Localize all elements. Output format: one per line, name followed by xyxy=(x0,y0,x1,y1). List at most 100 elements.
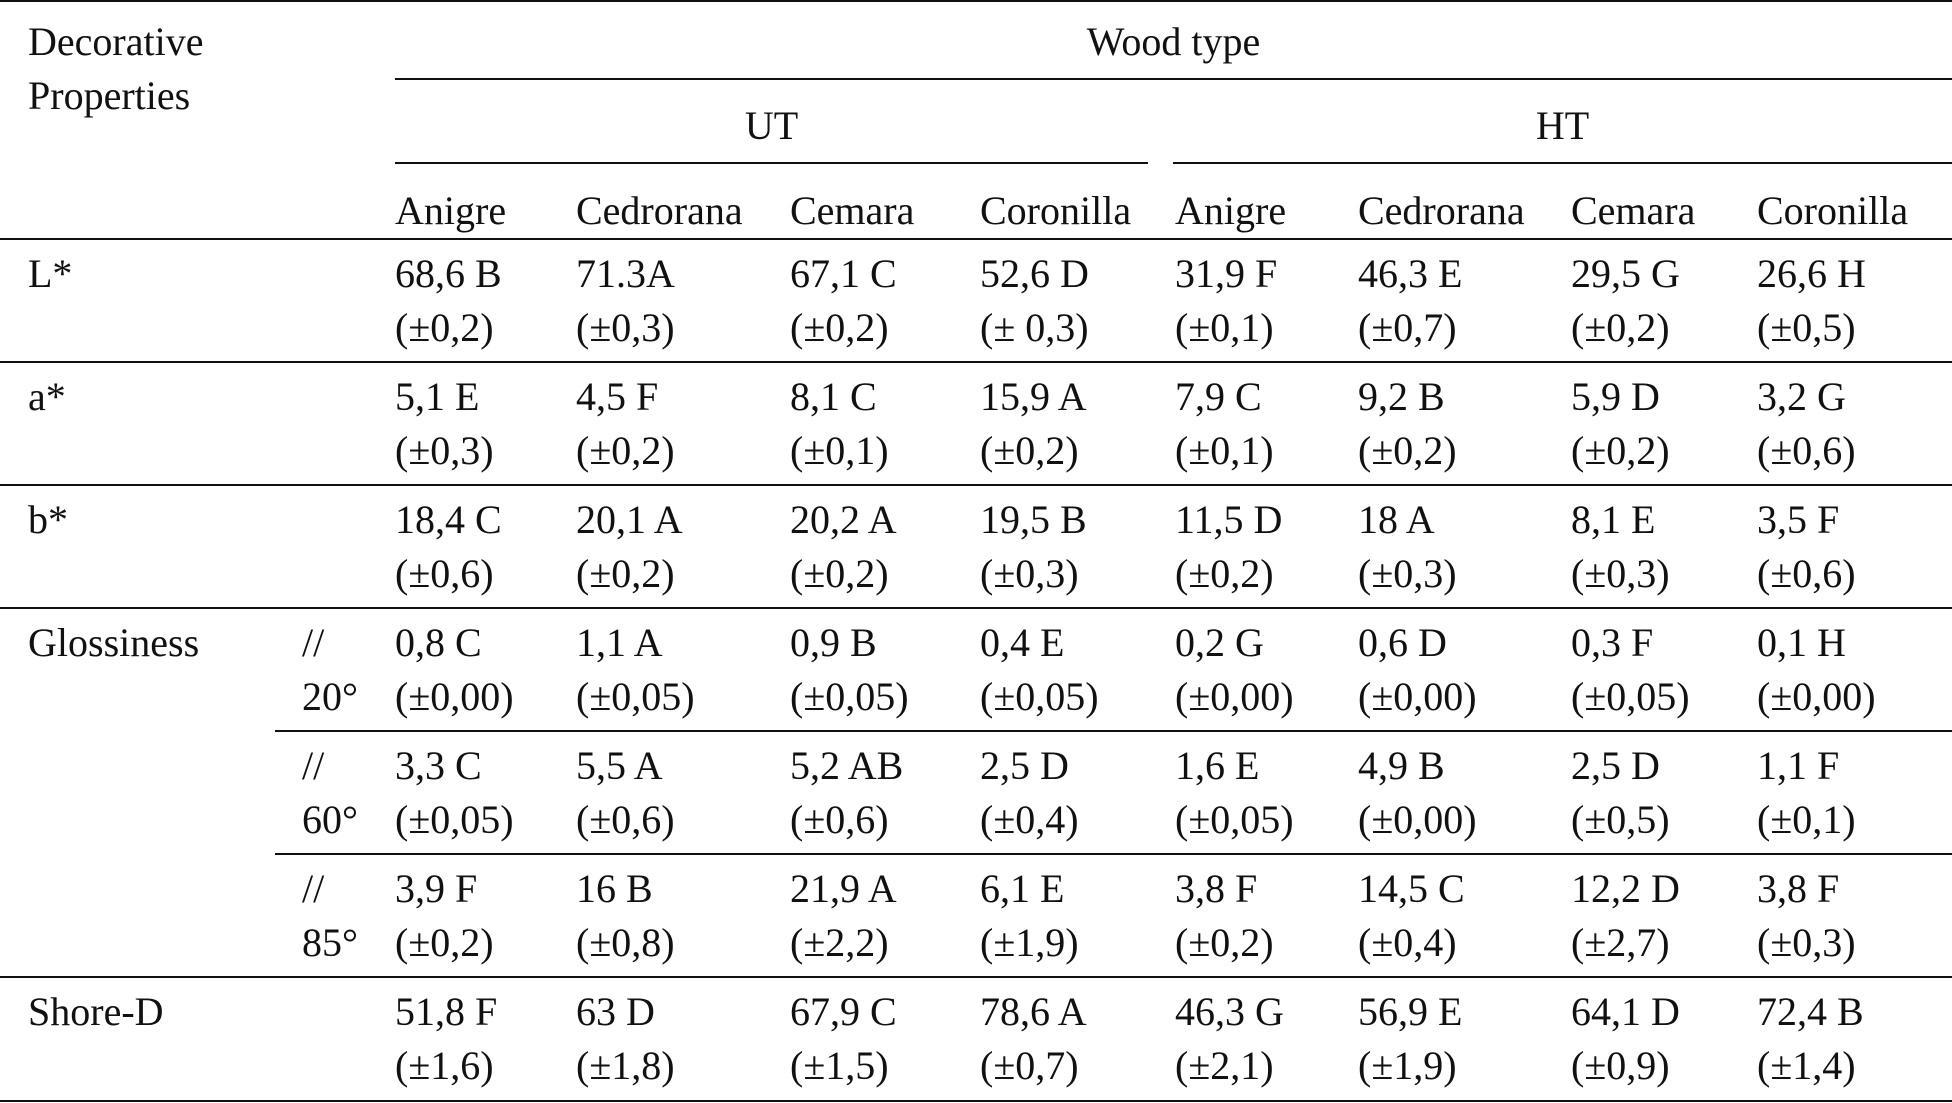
cell-sd: (±0,2) xyxy=(980,428,1079,473)
angle-label: // xyxy=(302,866,325,911)
cell-sd: (±0,3) xyxy=(1358,551,1457,596)
cell-sd: (±0,05) xyxy=(395,797,514,842)
cell-sd: (±0,6) xyxy=(790,797,889,842)
cell-sd: (±0,6) xyxy=(1757,428,1856,473)
bottom-rule xyxy=(0,1100,1952,1102)
cell-sd: (±0,2) xyxy=(1571,428,1670,473)
cell-mean: 3,8 F xyxy=(1757,866,1840,911)
species-header: Cemara xyxy=(790,188,915,233)
row-rule-a xyxy=(0,484,1952,486)
cell-mean: 20,1 A xyxy=(576,497,683,542)
row-label-header-line1: Decorative xyxy=(28,19,204,64)
cell-mean: 3,8 F xyxy=(1175,866,1258,911)
cell-mean: 67,1 C xyxy=(790,251,897,296)
property-label: b* xyxy=(28,497,68,542)
species-header: Cedrorana xyxy=(1358,188,1525,233)
cell-sd: (±0,05) xyxy=(980,674,1099,719)
cell-mean: 3,9 F xyxy=(395,866,478,911)
cell-sd: (±0,00) xyxy=(1175,674,1294,719)
cell-sd: (±2,2) xyxy=(790,920,889,965)
row-rule-l xyxy=(0,361,1952,363)
cell-sd: (±0,05) xyxy=(1175,797,1294,842)
cell-mean: 18,4 C xyxy=(395,497,502,542)
cell-mean: 0,6 D xyxy=(1358,620,1447,665)
cell-mean: 0,8 C xyxy=(395,620,482,665)
cell-mean: 56,9 E xyxy=(1358,989,1463,1034)
cell-mean: 1,6 E xyxy=(1175,743,1260,788)
cell-mean: 1,1 F xyxy=(1757,743,1840,788)
cell-sd: (±0,00) xyxy=(1757,674,1876,719)
cell-sd: (±1,6) xyxy=(395,1043,494,1088)
species-header: Cemara xyxy=(1571,188,1696,233)
cell-mean: 51,8 F xyxy=(395,989,498,1034)
cell-sd: (±0,7) xyxy=(980,1043,1079,1088)
cell-sd: (±0,2) xyxy=(790,305,889,350)
cell-mean: 11,5 D xyxy=(1175,497,1283,542)
cell-mean: 46,3 E xyxy=(1358,251,1463,296)
angle-label: 20° xyxy=(302,674,358,719)
wood-type-rule xyxy=(395,78,1952,80)
cell-mean: 8,1 C xyxy=(790,374,877,419)
cell-sd: (± 0,3) xyxy=(980,305,1089,350)
cell-sd: (±0,3) xyxy=(395,428,494,473)
property-label: Shore-D xyxy=(28,989,164,1034)
cell-mean: 8,1 E xyxy=(1571,497,1656,542)
cell-sd: (±0,1) xyxy=(1175,305,1274,350)
cell-mean: 1,1 A xyxy=(576,620,663,665)
cell-mean: 16 B xyxy=(576,866,653,911)
cell-mean: 0,3 F xyxy=(1571,620,1654,665)
cell-mean: 0,9 B xyxy=(790,620,877,665)
cell-mean: 72,4 B xyxy=(1757,989,1864,1034)
cell-mean: 5,2 AB xyxy=(790,743,904,788)
cell-mean: 4,9 B xyxy=(1358,743,1445,788)
treatment-ut: UT xyxy=(744,103,799,148)
cell-sd: (±0,9) xyxy=(1571,1043,1670,1088)
species-header: Coronilla xyxy=(980,188,1132,233)
cell-sd: (±0,3) xyxy=(1571,551,1670,596)
cell-sd: (±0,2) xyxy=(395,920,494,965)
species-header: Cedrorana xyxy=(576,188,743,233)
sub-rule-60 xyxy=(275,853,1952,855)
cell-mean: 3,3 C xyxy=(395,743,482,788)
cell-sd: (±0,2) xyxy=(576,428,675,473)
cell-sd: (±0,1) xyxy=(790,428,889,473)
cell-mean: 2,5 D xyxy=(1571,743,1660,788)
cell-mean: 52,6 D xyxy=(980,251,1089,296)
cell-mean: 29,5 G xyxy=(1571,251,1680,296)
cell-sd: (±0,6) xyxy=(395,551,494,596)
cell-mean: 78,6 A xyxy=(980,989,1087,1034)
cell-mean: 64,1 D xyxy=(1571,989,1680,1034)
cell-sd: (±0,5) xyxy=(1757,305,1856,350)
cell-sd: (±0,00) xyxy=(1358,674,1477,719)
cell-sd: (±2,1) xyxy=(1175,1043,1274,1088)
cell-sd: (±0,1) xyxy=(1757,797,1856,842)
angle-label: 60° xyxy=(302,797,358,842)
angle-label: 85° xyxy=(302,920,358,965)
treatment-ht: HT xyxy=(1535,103,1590,148)
cell-mean: 0,1 H xyxy=(1757,620,1846,665)
cell-sd: (±0,4) xyxy=(1358,920,1457,965)
cell-sd: (±1,9) xyxy=(980,920,1079,965)
wood-type-title: Wood type xyxy=(1086,19,1261,64)
cell-mean: 6,1 E xyxy=(980,866,1065,911)
header-bottom-rule xyxy=(0,238,1952,240)
cell-sd: (±0,05) xyxy=(576,674,695,719)
cell-mean: 5,1 E xyxy=(395,374,480,419)
row-rule-gloss xyxy=(0,976,1952,978)
cell-mean: 71.3A xyxy=(576,251,675,296)
cell-mean: 3,5 F xyxy=(1757,497,1840,542)
cell-mean: 26,6 H xyxy=(1757,251,1866,296)
cell-mean: 46,3 G xyxy=(1175,989,1284,1034)
cell-sd: (±0,2) xyxy=(576,551,675,596)
cell-mean: 15,9 A xyxy=(980,374,1087,419)
cell-sd: (±1,8) xyxy=(576,1043,675,1088)
property-label: a* xyxy=(28,374,66,419)
row-rule-b xyxy=(0,607,1952,609)
sub-rule-20 xyxy=(275,730,1952,732)
top-rule xyxy=(0,0,1952,2)
cell-mean: 67,9 C xyxy=(790,989,897,1034)
cell-mean: 0,4 E xyxy=(980,620,1065,665)
cell-sd: (±1,9) xyxy=(1358,1043,1457,1088)
cell-mean: 14,5 C xyxy=(1358,866,1465,911)
